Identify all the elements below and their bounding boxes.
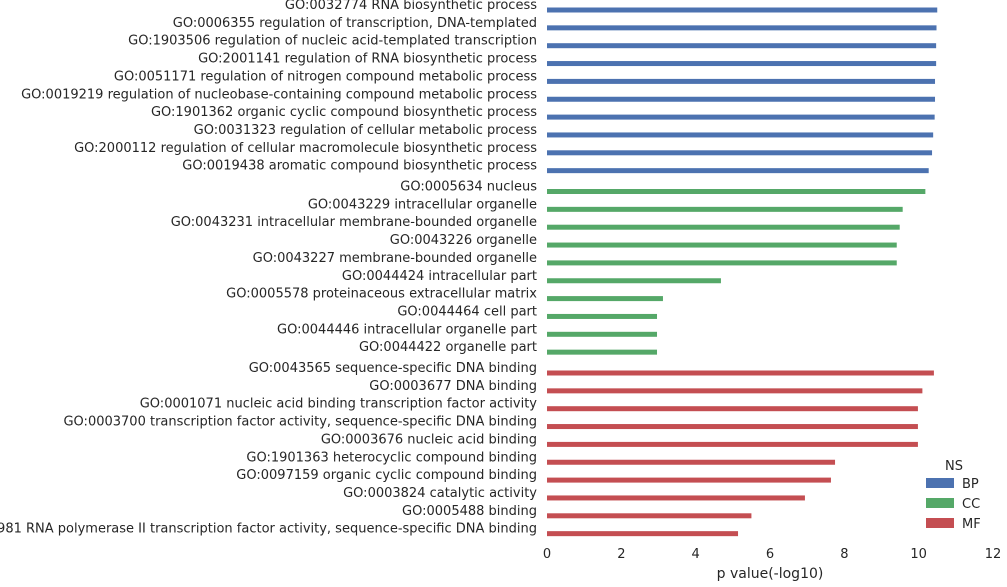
category-label: GO:0032774 RNA biosynthetic process [285, 0, 537, 13]
legend: NS BP CC MF [926, 459, 981, 532]
x-tick-label: 4 [692, 547, 700, 562]
category-label: GO:0044424 intracellular part [342, 269, 537, 284]
x-axis: 0 2 4 6 8 10 12 [543, 547, 1001, 562]
category-labels: GO:0032774 RNA biosynthetic process GO:00… [0, 0, 537, 537]
category-label: GO:0043227 membrane-bounded organelle [253, 251, 537, 266]
x-tick-label: 6 [766, 547, 774, 562]
category-label: GO:2001141 regulation of RNA biosyntheti… [198, 52, 537, 67]
bar-bp-8 [547, 150, 933, 156]
legend-label-mf: MF [962, 517, 981, 532]
bar-bp-2 [547, 43, 937, 49]
category-label: GO:0019438 aromatic compound biosyntheti… [182, 159, 537, 174]
category-label: GO:0005634 nucleus [400, 180, 537, 195]
bar-cc-11 [547, 206, 903, 212]
bar-bp-6 [547, 114, 935, 120]
category-label: GO:0005578 proteinaceous extracellular m… [226, 287, 537, 302]
category-label: GO:0044422 organelle part [359, 340, 537, 355]
x-tick-label: 8 [840, 547, 848, 562]
category-label: GO:0043231 intracellular membrane-bounde… [171, 215, 537, 230]
bar-mf-27 [547, 495, 805, 501]
bar-bp-9 [547, 168, 929, 174]
category-label: GO:0051171 regulation of nitrogen compou… [114, 69, 537, 84]
bar-mf-23 [547, 424, 918, 430]
x-tick-label: 12 [985, 547, 1002, 562]
category-label: GO:0005488 binding [402, 504, 537, 519]
category-label: GO:1903506 regulation of nucleic acid-te… [128, 34, 537, 49]
bar-cc-13 [547, 242, 897, 248]
category-label: GO:0043226 organelle [390, 233, 537, 248]
category-label: GO:0003677 DNA binding [369, 379, 537, 394]
bar-cc-12 [547, 224, 900, 230]
category-label: GO:0001071 nucleic acid binding transcri… [140, 397, 538, 412]
category-label: GO:1901363 heterocyclic compound binding [246, 450, 537, 465]
category-label: GO:0019219 regulation of nucleobase-cont… [21, 87, 537, 102]
bar-bp-3 [547, 61, 937, 67]
bar-mf-24 [547, 441, 918, 447]
x-tick-label: 2 [617, 547, 625, 562]
category-label: GO:0044464 cell part [397, 304, 537, 319]
legend-label-cc: CC [962, 497, 980, 512]
bar-cc-10 [547, 189, 926, 194]
bar-mf-26 [547, 477, 831, 483]
category-label: GO:0006355 regulation of transcription, … [173, 16, 537, 31]
legend-swatch-cc [926, 498, 954, 508]
category-label: GO:0097159 organic cyclic compound bindi… [236, 468, 537, 483]
bar-cc-14 [547, 260, 897, 266]
x-tick-label: 0 [543, 547, 551, 562]
category-label: GO:2000112 regulation of cellular macrom… [74, 141, 537, 156]
bar-bp-1 [547, 25, 937, 31]
bar-mf-28 [547, 513, 752, 519]
bar-mf-22 [547, 406, 918, 412]
category-label: GO:0003676 nucleic acid binding [321, 432, 537, 447]
bars-layer [547, 7, 938, 537]
bar-cc-17 [547, 313, 658, 319]
bar-bp-5 [547, 96, 936, 102]
category-label: GO:0044446 intracellular organelle part [277, 322, 537, 337]
bar-cc-15 [547, 278, 721, 284]
legend-label-bp: BP [962, 477, 979, 492]
category-label: GO:0003700 transcription factor activity… [63, 415, 537, 430]
category-label: GO:0003824 catalytic activity [343, 486, 537, 501]
bar-mf-21 [547, 388, 923, 394]
bar-bp-0 [547, 7, 938, 13]
category-label: GO:0043565 sequence-specific DNA binding [249, 361, 537, 376]
category-label: GO:1901362 organic cyclic compound biosy… [151, 105, 537, 120]
bar-mf-29 [547, 531, 739, 537]
bar-bp-4 [547, 78, 936, 84]
category-label: GO:0000981 RNA polymerase II transcripti… [0, 522, 537, 537]
bar-mf-20 [547, 370, 934, 376]
bar-cc-16 [547, 296, 663, 302]
x-tick-label: 10 [910, 547, 927, 562]
bar-cc-18 [547, 331, 658, 337]
bar-mf-25 [547, 459, 836, 465]
category-label: GO:0043229 intracellular organelle [308, 197, 537, 212]
legend-swatch-mf [926, 518, 954, 528]
legend-swatch-bp [926, 478, 954, 488]
bar-bp-7 [547, 132, 934, 138]
bar-cc-19 [547, 349, 658, 355]
legend-title: NS [945, 459, 963, 474]
x-axis-title: p value(-log10) [717, 566, 824, 582]
category-label: GO:0031323 regulation of cellular metabo… [194, 123, 538, 138]
